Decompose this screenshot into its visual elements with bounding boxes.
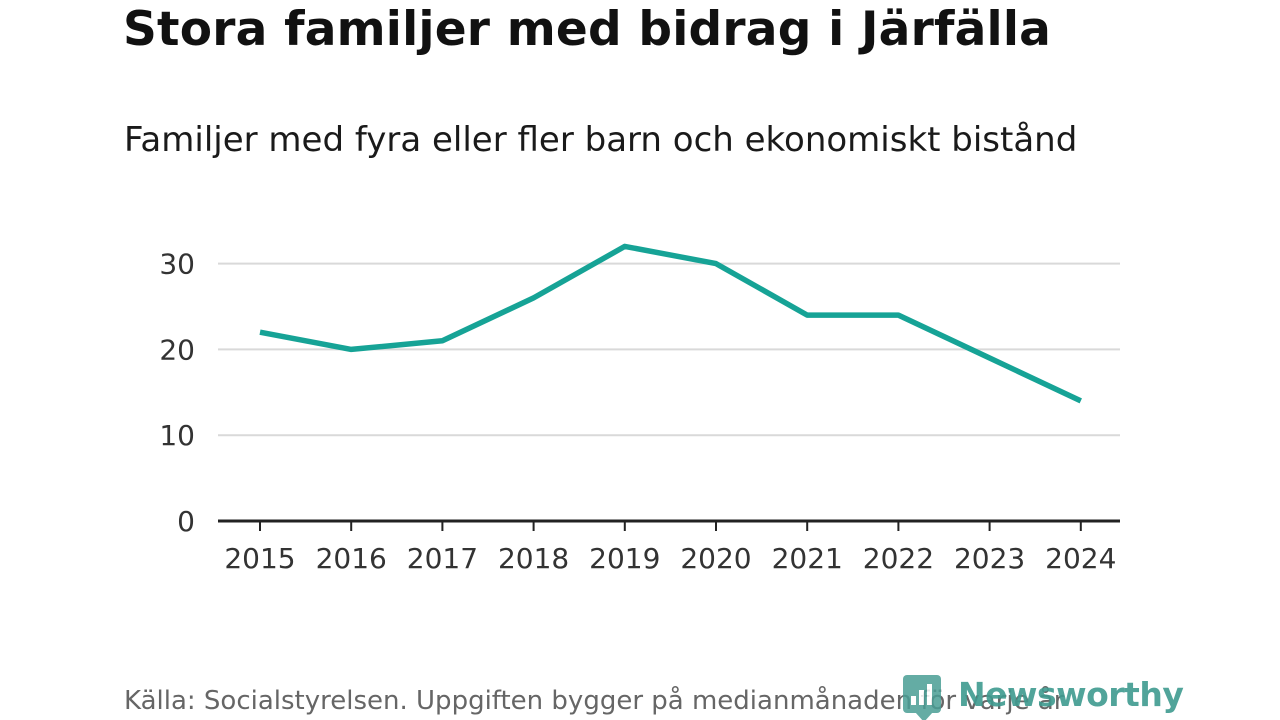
x-tick-label: 2020 (680, 542, 751, 575)
y-axis-ticks: 0 10 20 30 (159, 248, 195, 538)
x-tick-label: 2022 (863, 542, 934, 575)
x-tick-label: 2019 (589, 542, 660, 575)
y-tick-label: 0 (177, 505, 195, 538)
brand-name: Newsworthy (958, 674, 1184, 714)
line-chart: 0 10 20 30 2015 2016 2017 2018 2019 2020 2021 2022… (159, 243, 1120, 575)
x-tick-label: 2021 (772, 542, 843, 575)
series-lines (259, 243, 1082, 404)
x-tick-label: 2016 (316, 542, 387, 575)
y-tick-label: 20 (159, 333, 195, 366)
x-tick-label: 2023 (954, 542, 1025, 575)
x-tick-label: 2018 (498, 542, 569, 575)
brand-logo[interactable]: Newsworthy (903, 671, 1184, 720)
x-tick-label: 2017 (407, 542, 478, 575)
x-tick-label: 2024 (1045, 542, 1116, 575)
newsworthy-logo-icon (903, 675, 941, 720)
y-tick-label: 10 (159, 419, 195, 452)
series-line (259, 243, 1082, 404)
page-title: Stora familjer med bidrag i Järfälla (123, 2, 1052, 57)
x-axis-ticks: 2015 2016 2017 2018 2019 2020 2021 2022 2023 2024 (224, 521, 1116, 575)
chart-subtitle: Familjer med fyra eller fler barn och ek… (124, 120, 1078, 160)
x-tick-label: 2015 (224, 542, 295, 575)
y-tick-label: 30 (159, 248, 195, 281)
